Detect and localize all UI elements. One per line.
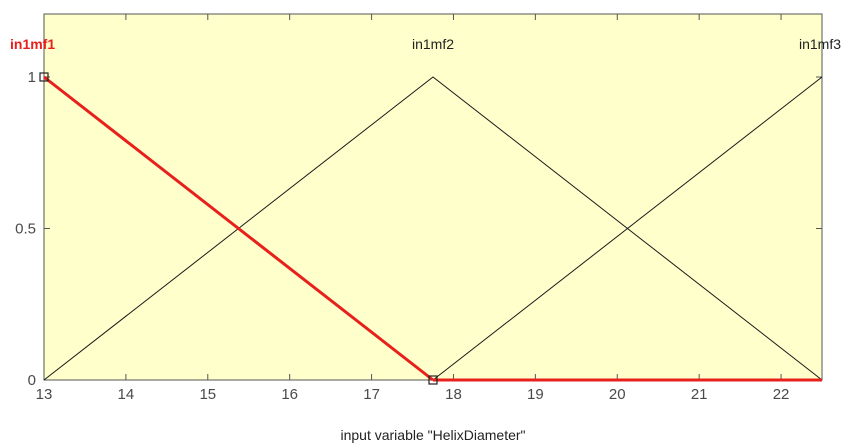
y-tick-label: 1: [28, 69, 36, 86]
x-tick-label: 17: [363, 386, 380, 403]
x-axis-label: input variable "HelixDiameter": [340, 427, 525, 443]
x-tick-label: 22: [773, 386, 790, 403]
mf-label-in1mf3[interactable]: in1mf3: [799, 36, 841, 52]
mf-curve-in1mf1[interactable]: [43, 75, 434, 382]
x-axis-ticks: 13 14 15 16 17 18 19 20 21 22: [36, 14, 790, 403]
vertex-handle[interactable]: [428, 375, 438, 385]
x-tick-label: 19: [527, 386, 544, 403]
x-tick-label: 15: [199, 386, 216, 403]
x-tick-label: 16: [281, 386, 298, 403]
x-tick-label: 18: [445, 386, 462, 403]
y-tick-label: 0: [28, 372, 36, 389]
membership-function-labels: in1mf1 in1mf2 in1mf3: [10, 36, 841, 52]
mf-curve-in1mf2[interactable]: [43, 76, 823, 381]
vertex-handle[interactable]: [39, 72, 49, 82]
mf-curve-in1mf3[interactable]: [432, 76, 823, 381]
membership-function-curves: [39, 72, 823, 385]
mf-label-in1mf1[interactable]: in1mf1: [10, 36, 55, 52]
x-tick-label: 21: [691, 386, 708, 403]
mf-label-in1mf2[interactable]: in1mf2: [412, 36, 454, 52]
plot-area[interactable]: [43, 13, 823, 381]
x-tick-label: 14: [118, 386, 135, 403]
x-tick-label: 20: [609, 386, 626, 403]
x-tick-label: 13: [36, 386, 53, 403]
y-tick-label: 0.5: [15, 221, 36, 238]
